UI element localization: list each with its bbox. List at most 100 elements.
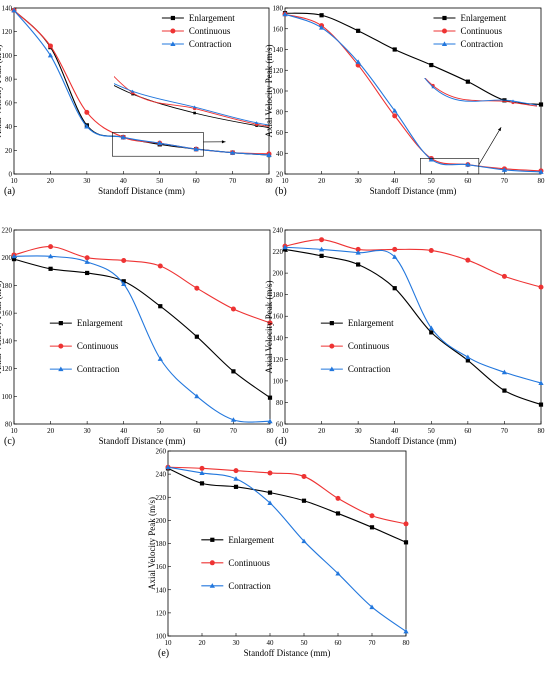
- data-point-c-1-50: [158, 264, 163, 269]
- x-tick-label-d-50: 50: [428, 427, 436, 435]
- data-point-d-1-80: [539, 285, 544, 290]
- legend-label-a-1: Continuous: [189, 26, 231, 36]
- y-tick-label-c-120: 120: [2, 365, 13, 373]
- data-point-c-0-30: [85, 271, 89, 275]
- y-tick-label-c-220: 220: [2, 227, 13, 235]
- data-point-d-0-70: [502, 388, 506, 392]
- x-axis-title-d: Standoff Distance (mm): [370, 436, 457, 446]
- legend-label-e-0: Enlargement: [228, 535, 274, 545]
- legend-label-d-1: Continuous: [348, 341, 390, 351]
- x-tick-label-d-60: 60: [464, 427, 472, 435]
- x-tick-label-a-30: 30: [83, 177, 91, 185]
- y-axis-title-e: Axial Velocity Peak (m/s): [147, 497, 157, 590]
- y-tick-label-a-40: 40: [5, 123, 13, 131]
- plot-frame-d: [285, 230, 541, 424]
- inset-b: [353, 0, 550, 115]
- y-tick-label-e-260: 260: [156, 448, 167, 456]
- x-tick-label-b-80: 80: [538, 177, 546, 185]
- data-point-d-0-40: [393, 286, 397, 290]
- data-point-a-1-30: [84, 110, 89, 115]
- y-tick-label-e-220: 220: [156, 494, 167, 502]
- series-line-e-2: [168, 467, 406, 631]
- x-tick-label-b-70: 70: [501, 177, 509, 185]
- y-axis-title-c: Axial Velocity Peak (m/s): [0, 280, 3, 373]
- series-line-a-0: [14, 10, 269, 155]
- data-point-b-0-30: [356, 29, 360, 33]
- y-tick-label-d-120: 120: [273, 356, 284, 364]
- data-point-c-1-20: [48, 244, 53, 249]
- data-point-c-0-50: [158, 304, 162, 308]
- series-line-c-0: [14, 259, 270, 398]
- series-line-d-1: [285, 240, 541, 287]
- x-tick-label-c-40: 40: [120, 427, 128, 435]
- y-tick-label-b-60: 60: [276, 129, 284, 137]
- legend-marker-a-1: [170, 29, 175, 34]
- y-tick-label-d-240: 240: [273, 227, 284, 235]
- y-tick-label-c-100: 100: [2, 393, 13, 401]
- y-tick-label-a-80: 80: [5, 76, 13, 84]
- data-point-e-1-80: [404, 521, 409, 526]
- legend-label-e-1: Continuous: [228, 558, 270, 568]
- legend-label-a-0: Enlargement: [189, 13, 235, 23]
- data-point-d-1-70: [502, 274, 507, 279]
- data-point-c-1-70: [231, 306, 236, 311]
- inset-point-a-0-50: [193, 112, 196, 115]
- data-point-e-1-30: [234, 468, 239, 473]
- y-tick-label-e-100: 100: [156, 633, 167, 641]
- data-point-e-0-30: [234, 485, 238, 489]
- data-point-d-1-50: [429, 248, 434, 253]
- series-line-b-2: [285, 14, 541, 172]
- data-point-e-1-70: [370, 513, 375, 518]
- x-axis-title-c: Standoff Distance (mm): [99, 436, 186, 446]
- panel-label-b: (b): [275, 186, 287, 197]
- data-point-c-2-50: [158, 356, 163, 361]
- y-tick-label-c-140: 140: [2, 337, 13, 345]
- y-tick-label-b-80: 80: [276, 108, 284, 116]
- x-tick-label-e-80: 80: [403, 639, 411, 647]
- y-tick-label-e-240: 240: [156, 471, 167, 479]
- y-tick-label-b-140: 140: [273, 46, 284, 54]
- y-tick-label-b-40: 40: [276, 150, 284, 158]
- data-point-b-0-20: [319, 13, 323, 17]
- data-point-e-1-60: [336, 496, 341, 501]
- x-tick-label-c-70: 70: [230, 427, 238, 435]
- legend-marker-e-0: [210, 538, 214, 542]
- series-line-a-2: [14, 10, 269, 155]
- y-tick-label-e-140: 140: [156, 586, 167, 594]
- data-point-b-0-40: [393, 47, 397, 51]
- series-line-e-0: [168, 468, 406, 542]
- data-point-a-1-20: [48, 43, 53, 48]
- y-tick-label-d-180: 180: [273, 291, 284, 299]
- x-tick-label-c-50: 50: [157, 427, 165, 435]
- legend-label-e-2: Contraction: [228, 581, 271, 591]
- inset-line-b-1: [353, 0, 550, 114]
- y-tick-label-e-180: 180: [156, 540, 167, 548]
- data-point-e-1-50: [302, 474, 307, 479]
- data-point-d-1-40: [392, 247, 397, 252]
- legend-label-b-1: Continuous: [460, 26, 502, 36]
- y-tick-label-e-120: 120: [156, 609, 167, 617]
- legend-label-c-0: Enlargement: [77, 318, 123, 328]
- y-tick-label-d-140: 140: [273, 334, 284, 342]
- data-point-d-1-20: [319, 237, 324, 242]
- inset-arrow-head-b: [498, 127, 501, 131]
- data-point-e-1-40: [268, 470, 273, 475]
- y-axis-title-a: Axial Velocity Peak (m/s): [0, 44, 3, 137]
- x-axis-title-a: Standoff Distance (mm): [98, 186, 185, 196]
- x-tick-label-c-80: 80: [267, 427, 275, 435]
- y-tick-label-d-220: 220: [273, 248, 284, 256]
- y-tick-label-c-160: 160: [2, 310, 13, 318]
- series-line-c-2: [14, 256, 270, 422]
- data-point-e-0-60: [336, 511, 340, 515]
- data-point-c-0-60: [195, 335, 199, 339]
- legend-label-d-0: Enlargement: [348, 318, 394, 328]
- series-line-d-0: [285, 249, 541, 404]
- legend-marker-d-1: [329, 344, 334, 349]
- data-point-b-1-40: [392, 113, 397, 118]
- x-tick-label-b-30: 30: [355, 177, 363, 185]
- x-tick-label-e-40: 40: [267, 639, 275, 647]
- y-tick-label-a-140: 140: [2, 5, 13, 13]
